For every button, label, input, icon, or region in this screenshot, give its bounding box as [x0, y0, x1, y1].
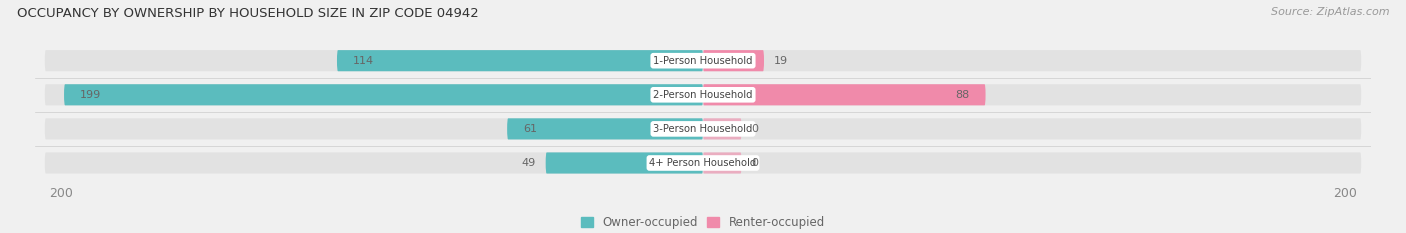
Text: 61: 61	[523, 124, 537, 134]
FancyBboxPatch shape	[45, 50, 1361, 71]
FancyBboxPatch shape	[703, 118, 741, 140]
Text: 199: 199	[80, 90, 101, 100]
Text: 0: 0	[751, 158, 758, 168]
Text: 114: 114	[353, 56, 374, 66]
FancyBboxPatch shape	[45, 152, 1361, 174]
Text: 0: 0	[751, 124, 758, 134]
Text: OCCUPANCY BY OWNERSHIP BY HOUSEHOLD SIZE IN ZIP CODE 04942: OCCUPANCY BY OWNERSHIP BY HOUSEHOLD SIZE…	[17, 7, 478, 20]
FancyBboxPatch shape	[508, 118, 703, 140]
Text: 1-Person Household: 1-Person Household	[654, 56, 752, 66]
FancyBboxPatch shape	[45, 84, 1361, 105]
Text: Source: ZipAtlas.com: Source: ZipAtlas.com	[1271, 7, 1389, 17]
FancyBboxPatch shape	[65, 84, 703, 105]
FancyBboxPatch shape	[337, 50, 703, 71]
FancyBboxPatch shape	[45, 118, 1361, 140]
FancyBboxPatch shape	[703, 84, 986, 105]
Text: 4+ Person Household: 4+ Person Household	[650, 158, 756, 168]
FancyBboxPatch shape	[703, 50, 763, 71]
Text: 3-Person Household: 3-Person Household	[654, 124, 752, 134]
FancyBboxPatch shape	[546, 152, 703, 174]
Text: 49: 49	[522, 158, 536, 168]
Text: 88: 88	[955, 90, 970, 100]
FancyBboxPatch shape	[703, 152, 741, 174]
Text: 19: 19	[773, 56, 787, 66]
Legend: Owner-occupied, Renter-occupied: Owner-occupied, Renter-occupied	[581, 216, 825, 229]
Text: 2-Person Household: 2-Person Household	[654, 90, 752, 100]
